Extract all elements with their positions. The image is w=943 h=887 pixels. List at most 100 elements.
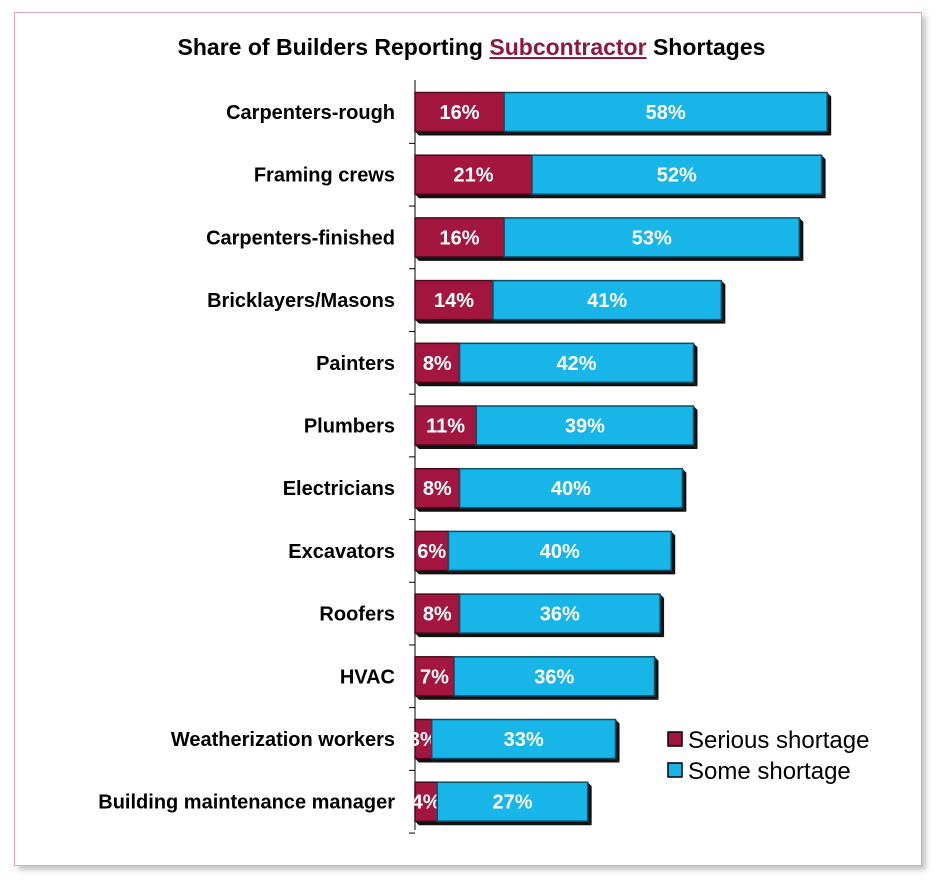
title-highlight: Subcontractor [489, 34, 647, 60]
legend-swatch [667, 762, 683, 778]
category-label: Bricklayers/Masons [207, 290, 395, 312]
bar-bottom-edge [504, 131, 832, 136]
data-label: 33% [504, 729, 544, 751]
category-label: Weatherization workers [171, 729, 395, 751]
bar-some-shortage [492, 279, 723, 321]
bar-some-shortage [503, 217, 801, 258]
category-label: Excavators [288, 541, 395, 563]
bar-side [693, 343, 698, 387]
title-suffix: Shortages [646, 34, 766, 60]
bar-bottom-edge [459, 507, 687, 512]
bar-bottom-edge [415, 445, 481, 449]
bar-bottom-edge [504, 256, 804, 261]
bar-bottom-edge [476, 445, 698, 449]
bar-side [671, 531, 676, 575]
bar-side [827, 92, 832, 136]
data-label: 14% [434, 290, 474, 312]
bar-bottom-edge [415, 695, 458, 700]
bar-some-shortage [458, 467, 684, 509]
data-label: 41% [587, 290, 627, 312]
data-label: 42% [557, 353, 597, 375]
bar-bottom-edge [415, 507, 464, 512]
bar-serious-shortage [414, 154, 533, 195]
bar-some-shortage [503, 91, 828, 133]
bar-side [682, 468, 687, 512]
category-label: Framing crews [254, 165, 395, 187]
bar-serious-shortage [414, 217, 505, 258]
data-label: 21% [453, 165, 493, 187]
bar-some-shortage [430, 718, 617, 760]
bar-serious-shortage [414, 467, 461, 509]
bar-bottom-edge [459, 382, 698, 387]
bar-bottom-edge [415, 131, 509, 136]
data-label: 4% [412, 792, 441, 814]
bar-bottom-edge [431, 758, 620, 763]
bar-bottom-edge [448, 570, 676, 575]
bar-bottom-edge [415, 256, 509, 261]
bar-side [821, 155, 826, 199]
data-label: 8% [423, 604, 452, 626]
bar-serious-shortage [414, 91, 505, 133]
data-label: 6% [417, 541, 446, 563]
data-label: 40% [540, 541, 580, 563]
bar-bottom-edge [531, 194, 826, 199]
data-label: 3% [409, 729, 438, 751]
bar-side [799, 217, 804, 261]
bar-side [721, 280, 726, 324]
bar-bottom-edge [492, 319, 726, 324]
data-label: 16% [440, 102, 480, 124]
data-label: 36% [534, 666, 574, 688]
data-label: 8% [423, 478, 452, 500]
bar-some-shortage [531, 154, 823, 195]
bar-side [587, 782, 592, 826]
bar-bottom-edge [415, 633, 464, 638]
bar-some-shortage [458, 593, 661, 634]
bar-bottom-edge [415, 570, 453, 575]
category-label: HVAC [340, 666, 395, 688]
data-label: 7% [420, 666, 449, 688]
category-label: Carpenters-rough [226, 102, 395, 124]
bar-side [660, 594, 665, 638]
bar-some-shortage [436, 781, 589, 822]
legend-swatch [667, 731, 683, 747]
category-label: Roofers [319, 604, 395, 626]
bar-serious-shortage [414, 405, 478, 446]
data-label: 36% [540, 604, 580, 626]
bar-some-shortage [447, 530, 672, 572]
category-label: Carpenters-finished [206, 227, 395, 249]
category-label: Plumbers [304, 416, 395, 438]
data-label: 39% [565, 416, 605, 438]
bar-side [615, 719, 620, 763]
data-label: 16% [440, 227, 480, 249]
category-label: Building maintenance manager [98, 792, 395, 814]
bar-bottom-edge [415, 382, 464, 387]
legend-label: Some shortage [688, 758, 851, 785]
data-label: 8% [423, 353, 452, 375]
bar-bottom-edge [437, 821, 592, 826]
bar-some-shortage [458, 342, 695, 384]
bar-bottom-edge [415, 319, 497, 324]
data-label: 11% [426, 416, 465, 438]
bar-some-shortage [475, 405, 695, 446]
chart-title: Share of Builders Reporting Subcontracto… [0, 34, 943, 61]
title-prefix: Share of Builders Reporting [177, 34, 490, 60]
data-label: 53% [632, 227, 672, 249]
data-label: 40% [551, 478, 591, 500]
bar-serious-shortage [414, 530, 450, 572]
category-label: Electricians [283, 478, 395, 500]
bar-bottom-edge [459, 633, 665, 638]
data-label: 27% [492, 792, 532, 814]
bar-side [654, 656, 659, 700]
bar-bottom-edge [453, 695, 659, 700]
legend-label: Serious shortage [688, 727, 869, 754]
bar-side [693, 406, 698, 449]
data-label: 52% [657, 165, 697, 187]
bar-serious-shortage [414, 593, 461, 634]
bar-bottom-edge [415, 821, 442, 826]
category-label: Painters [316, 353, 395, 375]
bar-bottom-edge [415, 758, 436, 763]
data-label: 58% [646, 102, 686, 124]
bar-bottom-edge [415, 194, 536, 199]
bar-some-shortage [453, 656, 656, 697]
